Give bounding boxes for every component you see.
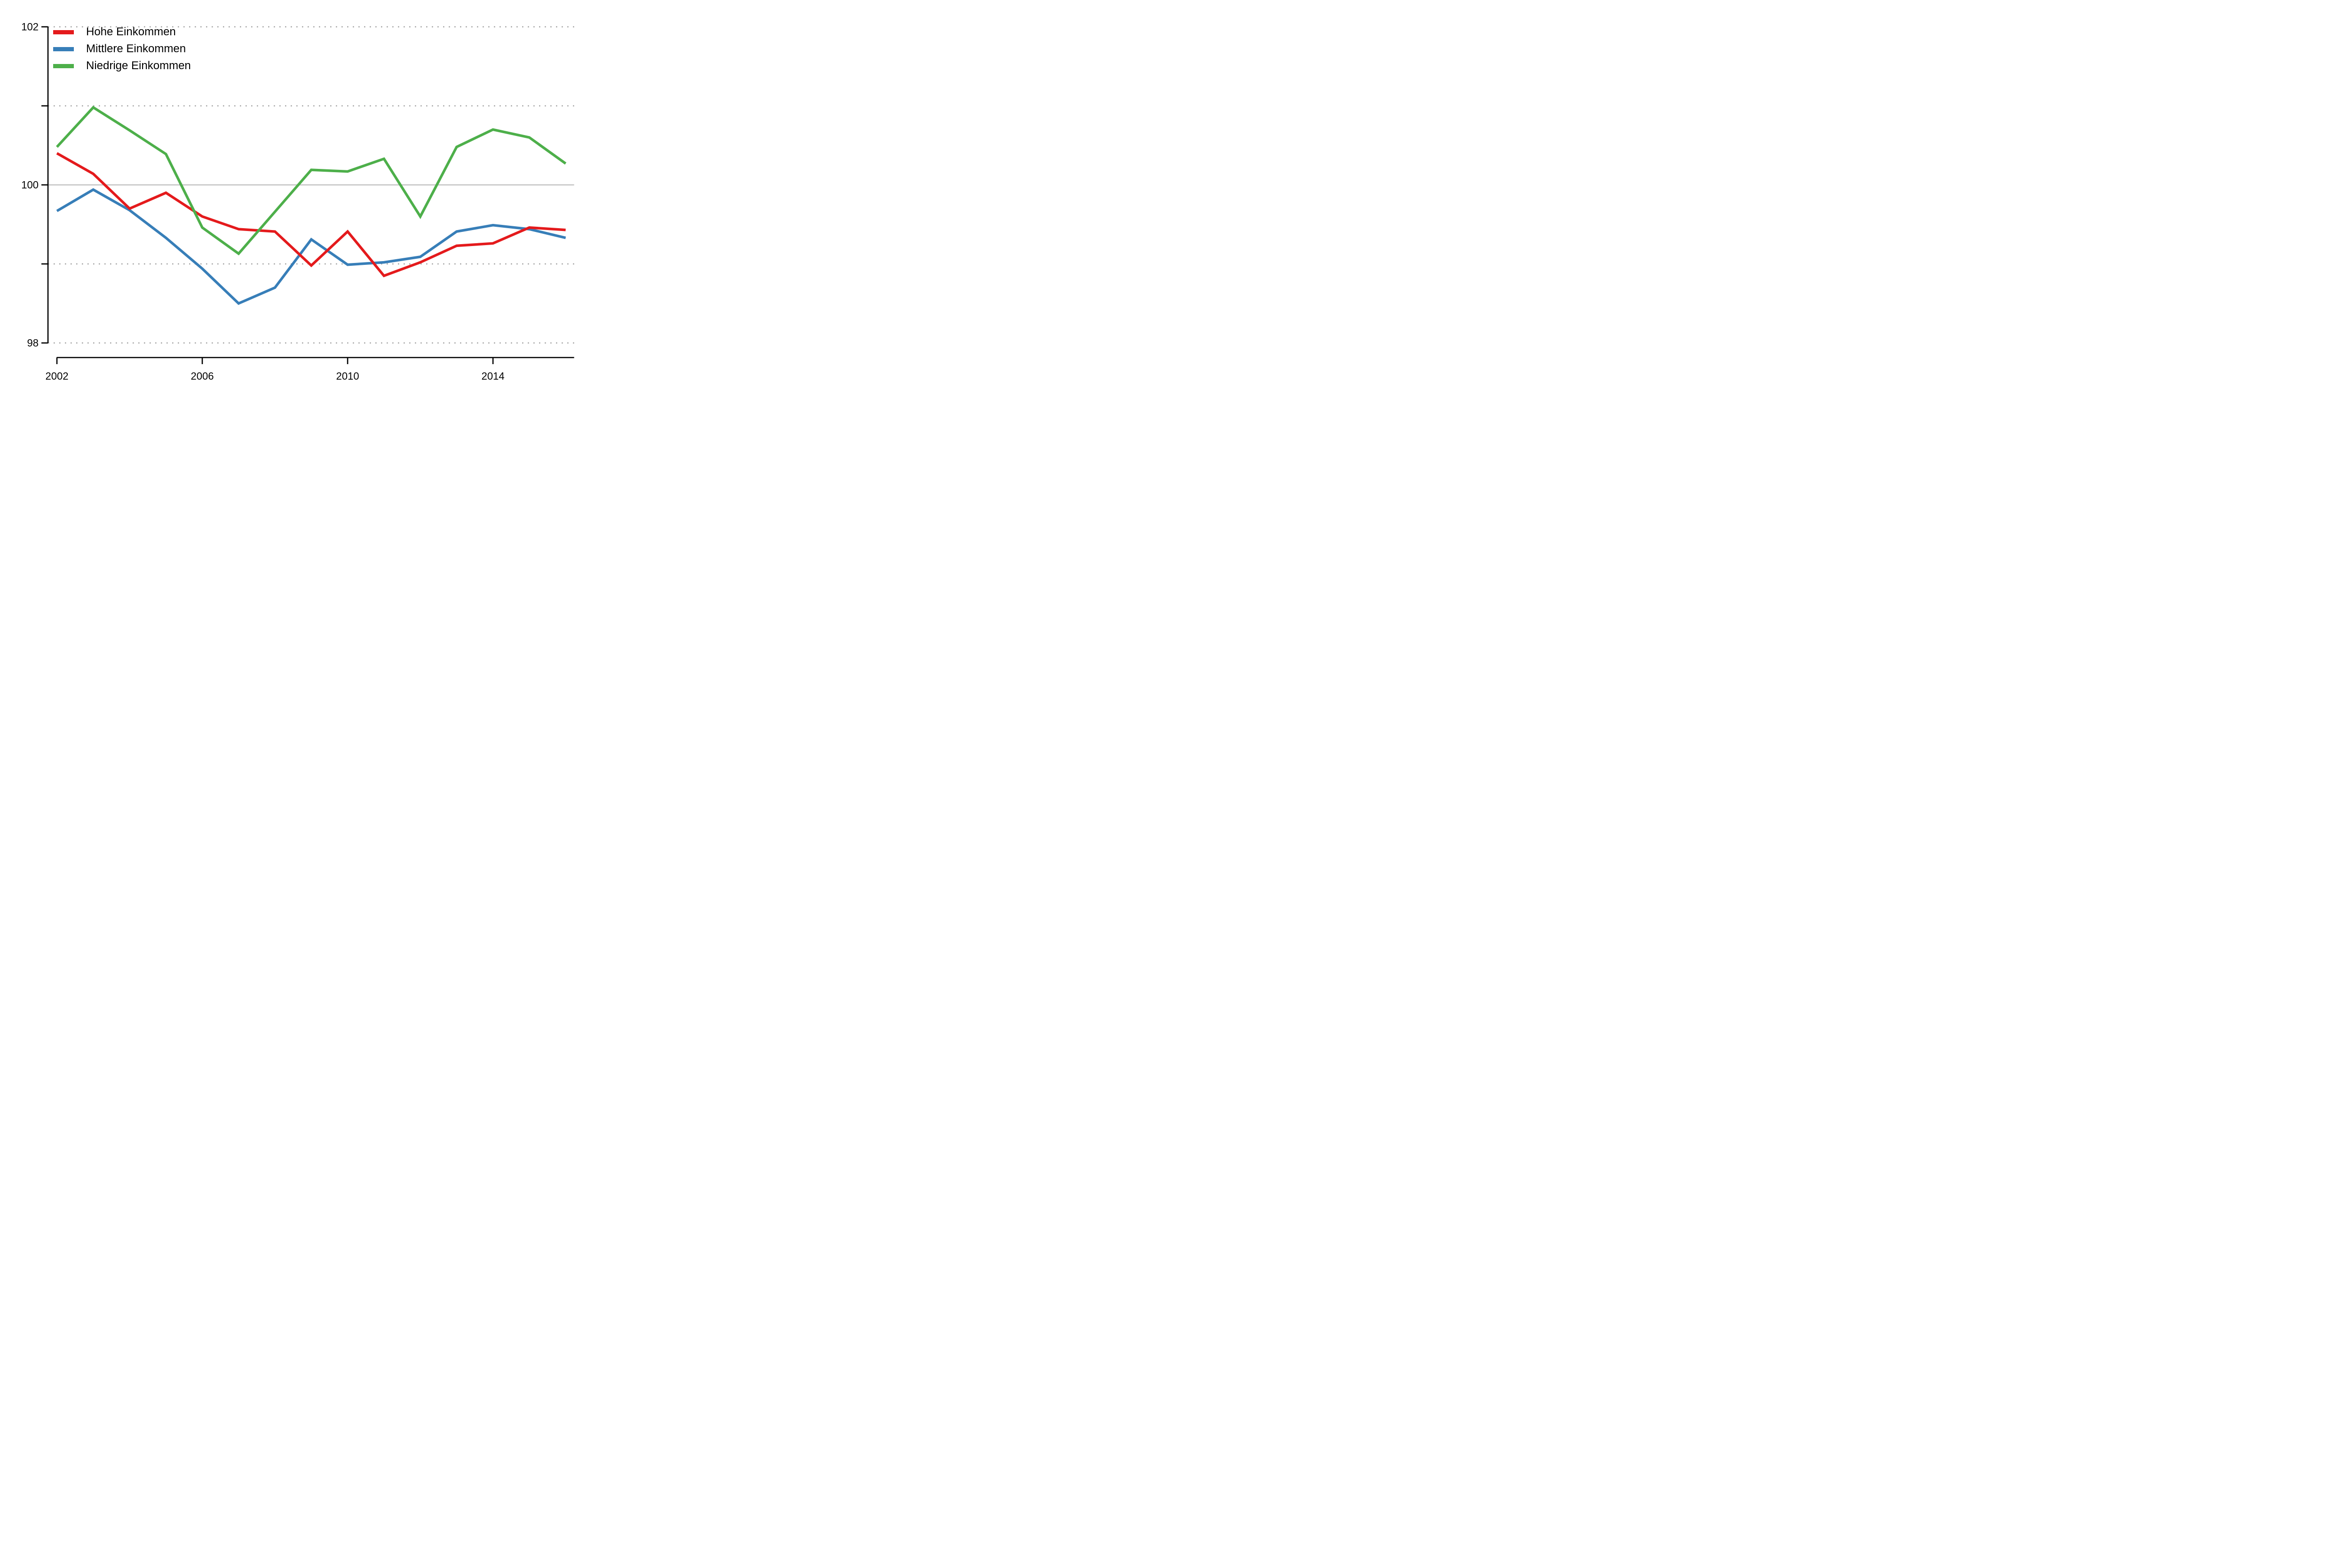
y-tick-label-102: 102 (21, 21, 39, 33)
x-tick-label-2010: 2010 (336, 370, 359, 382)
x-tick-label-2006: 2006 (191, 370, 214, 382)
legend-swatch-red (53, 30, 74, 34)
legend-label: Mittlere Einkommen (86, 42, 186, 55)
legend-label: Hohe Einkommen (86, 25, 176, 38)
legend-label: Niedrige Einkommen (86, 59, 191, 72)
x-tick-label-2002: 2002 (46, 370, 69, 382)
x-tick-label-2014: 2014 (482, 370, 505, 382)
legend-swatch-green (53, 64, 74, 68)
y-tick-label-98: 98 (27, 337, 39, 349)
legend-item-hohe-einkommen: Hohe Einkommen (53, 24, 191, 40)
plot-area: 98 100 102 2002 2006 2010 2014 (21, 21, 574, 382)
series-line-mittlere-einkommen (56, 188, 566, 305)
legend: Hohe Einkommen Mittlere Einkommen Niedri… (53, 24, 191, 74)
legend-swatch-blue (53, 47, 74, 51)
series-line-hohe-einkommen (56, 152, 566, 278)
legend-item-mittlere-einkommen: Mittlere Einkommen (53, 40, 191, 57)
line-chart: 98 100 102 2002 2006 2010 2014 Hohe Einkommen … (0, 0, 588, 392)
legend-item-niedrige-einkommen: Niedrige Einkommen (53, 57, 191, 74)
series-line-niedrige-einkommen (56, 105, 567, 255)
y-tick-label-100: 100 (21, 179, 39, 191)
